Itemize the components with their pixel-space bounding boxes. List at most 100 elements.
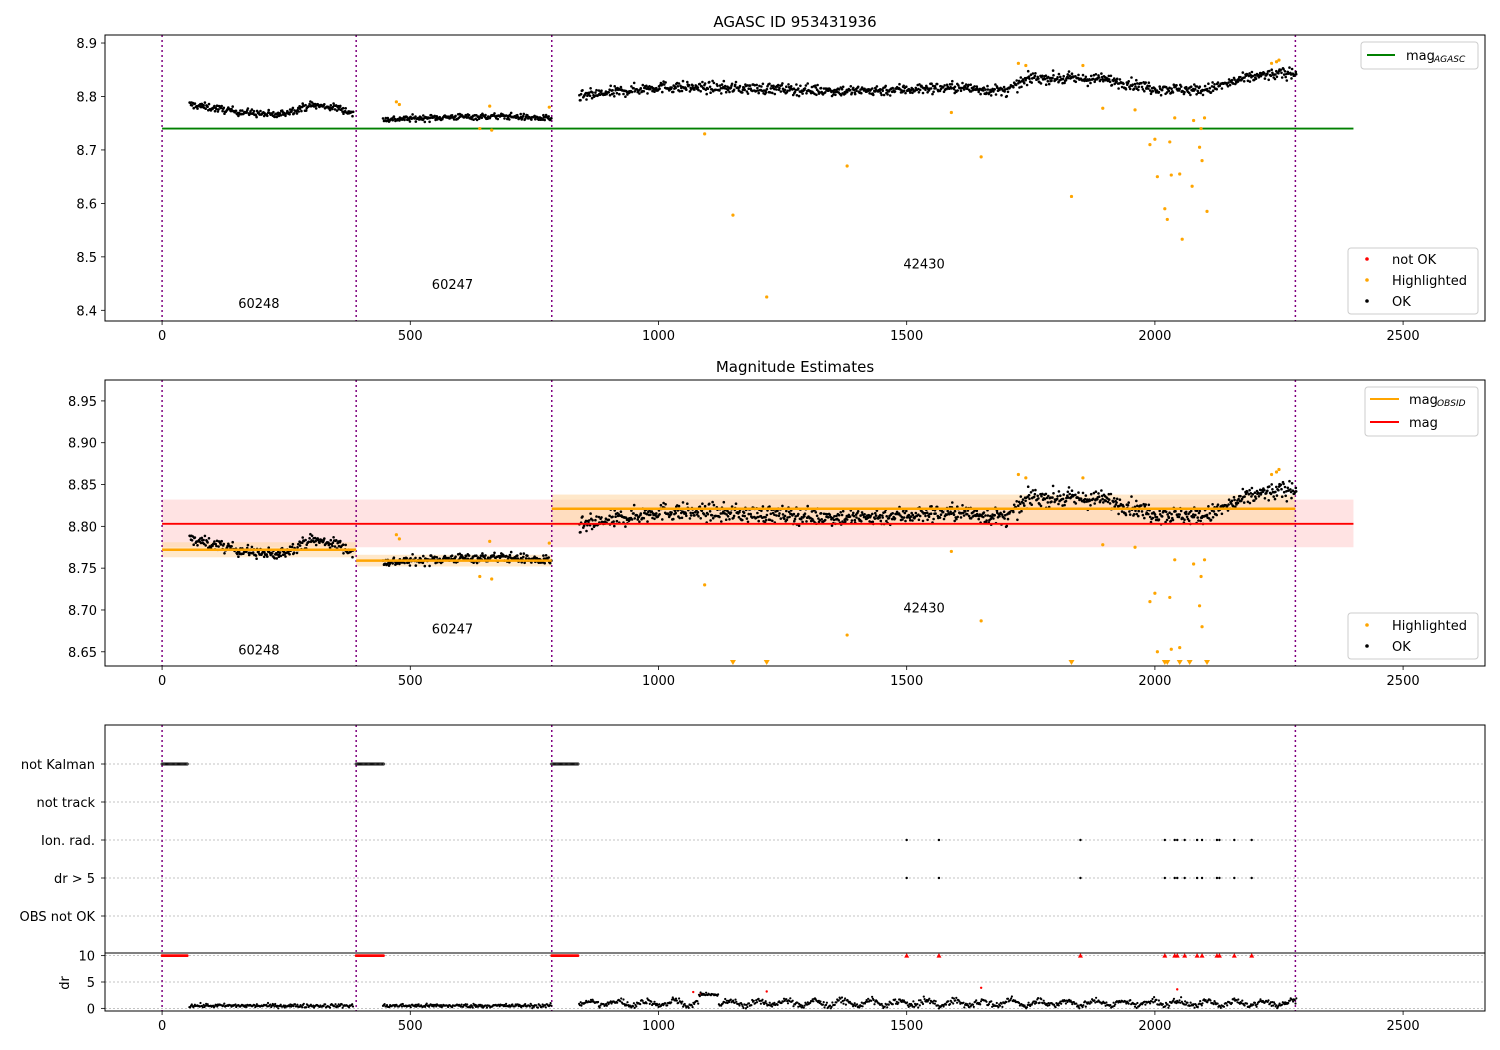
dr-ok-point <box>485 1006 489 1009</box>
ok-point <box>986 84 989 88</box>
dr-ok-point <box>1216 1002 1219 1005</box>
ok-point <box>833 88 836 92</box>
legend-label: mag <box>1409 393 1438 408</box>
ok-point <box>481 552 484 555</box>
ok-point <box>1016 518 1019 522</box>
ok-point <box>1046 79 1050 83</box>
dr-ok-point <box>1225 1002 1228 1005</box>
ok-point <box>1115 501 1118 504</box>
dr-ok-point <box>459 1005 462 1008</box>
ok-point <box>1211 89 1215 92</box>
ok-point <box>1211 81 1214 84</box>
dr-ok-point <box>900 1000 903 1004</box>
ok-point <box>624 516 628 519</box>
dr-ok-point <box>809 1001 812 1005</box>
dr-ok-point <box>917 1006 920 1009</box>
ok-point <box>792 512 796 516</box>
dr-ok-point <box>1230 1001 1233 1005</box>
mid-chart-title: Magnitude Estimates <box>716 358 874 376</box>
ok-point <box>196 107 199 110</box>
dr-ok-point <box>921 1002 925 1006</box>
ok-point <box>1056 76 1059 79</box>
ok-point <box>950 512 953 515</box>
ok-point <box>1149 92 1153 96</box>
ok-point <box>1160 515 1164 518</box>
ok-point <box>1052 74 1055 77</box>
ok-point <box>852 86 855 90</box>
ok-point <box>588 519 591 522</box>
ok-point <box>1285 500 1289 503</box>
ok-point <box>1277 488 1280 492</box>
dr-ok-point <box>844 997 847 1000</box>
dr-ok-point <box>266 1001 270 1005</box>
clipped-point-marker <box>763 660 770 665</box>
ok-point <box>1089 81 1092 85</box>
ok-point <box>516 554 519 557</box>
highlighted-point <box>979 619 983 623</box>
dr-ok-point <box>462 1005 465 1008</box>
ok-point <box>544 113 548 117</box>
dr-ok-point <box>531 1007 534 1010</box>
ok-point <box>909 91 912 94</box>
ok-point <box>1057 72 1061 76</box>
ok-point <box>926 518 929 522</box>
ok-point <box>1131 83 1134 86</box>
dr-ok-point <box>632 1005 635 1008</box>
ok-point <box>1108 80 1112 84</box>
dr-ok-point <box>1267 999 1270 1002</box>
ok-point <box>1068 492 1071 496</box>
dr-ok-point <box>755 999 758 1002</box>
ok-point <box>1177 515 1181 519</box>
ok-point <box>1189 85 1193 88</box>
ok-point <box>1266 489 1269 493</box>
ok-point <box>676 85 680 88</box>
mid-xtick-label: 2500 <box>1387 674 1420 689</box>
ok-point <box>789 85 793 88</box>
ok-point <box>941 86 945 89</box>
ok-point <box>1094 490 1098 494</box>
ok-point <box>776 509 779 513</box>
top-ytick-label: 8.6 <box>76 197 97 212</box>
dr-clipped-marker <box>1249 953 1255 958</box>
dr-ok-point <box>792 1005 795 1008</box>
ok-point <box>331 107 334 111</box>
ok-point <box>959 516 963 519</box>
ok-point <box>1133 82 1137 86</box>
dr-ok-point <box>883 1005 886 1008</box>
ok-point <box>1024 499 1027 503</box>
ok-point <box>288 553 291 556</box>
ok-point <box>1110 83 1114 87</box>
ok-point <box>806 504 809 508</box>
ok-point <box>720 92 723 95</box>
ok-point <box>649 513 652 517</box>
ok-point <box>930 82 933 85</box>
dr-ok-point <box>842 1002 845 1005</box>
ok-point <box>1247 493 1251 496</box>
ok-point <box>992 517 995 520</box>
ok-point <box>1254 497 1258 500</box>
dr-ok-point <box>1252 1003 1255 1006</box>
dr-not-ok-point <box>185 954 189 958</box>
ok-point <box>1230 499 1234 503</box>
ok-point <box>769 87 773 90</box>
ok-point <box>1187 91 1191 95</box>
dr-ok-point <box>757 997 760 1001</box>
ok-point <box>734 80 738 84</box>
ok-point <box>310 534 314 537</box>
ok-point <box>962 88 966 91</box>
ok-point <box>207 537 211 540</box>
ok-point <box>1059 494 1062 498</box>
ok-point <box>1046 501 1050 504</box>
dr-ok-point <box>1275 1004 1278 1007</box>
ok-point <box>333 108 337 111</box>
ok-point <box>1021 78 1025 81</box>
ok-point <box>636 518 639 521</box>
ok-point <box>1133 505 1137 509</box>
ok-point <box>1280 76 1284 79</box>
ok-point <box>619 510 623 513</box>
dr-ok-point <box>674 999 677 1002</box>
ok-point <box>351 555 354 559</box>
dr-ok-point <box>255 1005 258 1008</box>
ok-point <box>216 110 220 113</box>
ok-point <box>787 83 790 86</box>
